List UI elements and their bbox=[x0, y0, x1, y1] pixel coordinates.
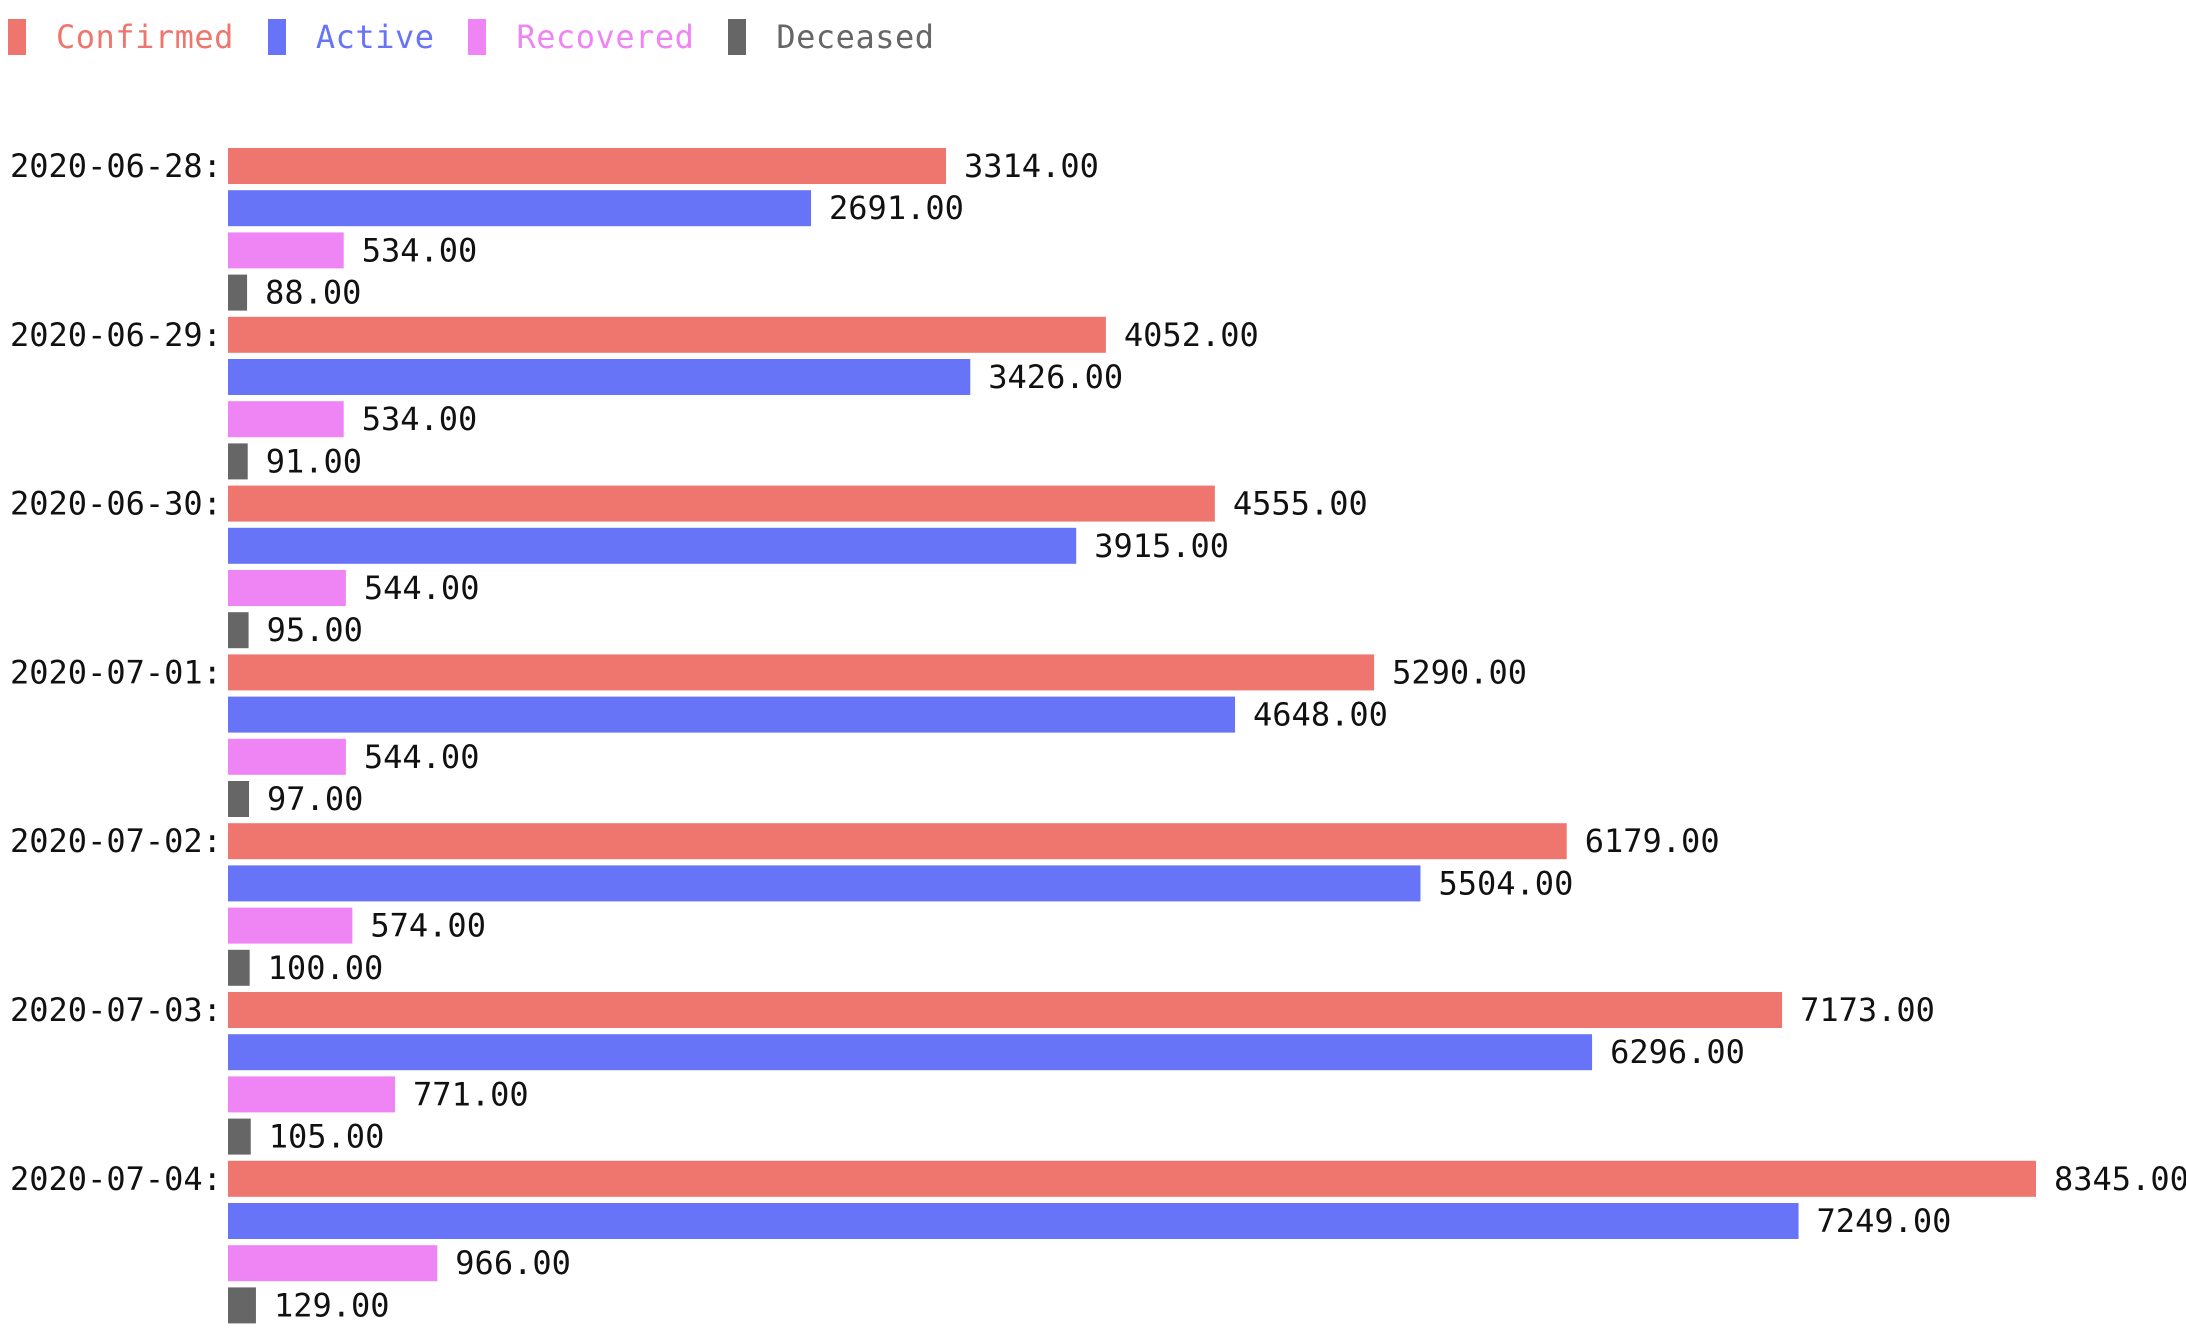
bar-recovered[interactable] bbox=[228, 570, 346, 606]
data-label-deceased: 129.00 bbox=[274, 1286, 390, 1324]
legend-swatch-confirmed bbox=[8, 19, 26, 55]
legend-swatch-active bbox=[267, 19, 286, 55]
bar-active[interactable] bbox=[228, 359, 971, 395]
bar-active[interactable] bbox=[228, 696, 1236, 733]
bar-recovered[interactable] bbox=[228, 907, 353, 944]
data-label-confirmed: 7173.00 bbox=[1800, 991, 1935, 1029]
data-label-recovered: 534.00 bbox=[362, 400, 478, 438]
bar-active[interactable] bbox=[228, 190, 812, 227]
bar-active[interactable] bbox=[228, 527, 1077, 564]
bar-active[interactable] bbox=[228, 1203, 1799, 1239]
bar-confirmed[interactable] bbox=[228, 654, 1375, 691]
category-label: 2020-07-04: bbox=[10, 1160, 222, 1198]
legend-label-deceased: Deceased bbox=[776, 18, 935, 56]
legend-item-confirmed[interactable]: Confirmed bbox=[8, 18, 234, 56]
data-label-confirmed: 3314.00 bbox=[964, 147, 1099, 185]
bar-confirmed[interactable] bbox=[228, 1160, 2036, 1197]
bar-confirmed[interactable] bbox=[228, 148, 947, 184]
category-label: 2020-06-30: bbox=[10, 485, 222, 523]
category-label: 2020-06-28: bbox=[10, 147, 222, 185]
bar-deceased[interactable] bbox=[228, 274, 248, 311]
category-label: 2020-07-01: bbox=[10, 653, 222, 691]
bar-recovered[interactable] bbox=[228, 1076, 396, 1113]
data-label-recovered: 771.00 bbox=[413, 1075, 529, 1113]
bar-deceased[interactable] bbox=[228, 1118, 251, 1155]
data-label-confirmed: 4052.00 bbox=[1124, 316, 1259, 354]
data-label-confirmed: 8345.00 bbox=[2054, 1160, 2186, 1198]
data-label-active: 3426.00 bbox=[988, 358, 1123, 396]
bar-confirmed[interactable] bbox=[228, 316, 1106, 353]
data-label-active: 4648.00 bbox=[1253, 696, 1388, 734]
bar-confirmed[interactable] bbox=[228, 823, 1567, 860]
bar-active[interactable] bbox=[228, 865, 1421, 902]
data-label-recovered: 544.00 bbox=[364, 569, 480, 607]
data-label-deceased: 105.00 bbox=[269, 1118, 385, 1156]
category-label: 2020-07-03: bbox=[10, 991, 222, 1029]
data-label-active: 5504.00 bbox=[1438, 864, 1573, 902]
data-label-deceased: 95.00 bbox=[267, 611, 363, 649]
legend-swatch-deceased bbox=[728, 19, 747, 55]
data-label-confirmed: 6179.00 bbox=[1585, 822, 1720, 860]
bar-recovered[interactable] bbox=[228, 401, 344, 438]
data-label-recovered: 574.00 bbox=[370, 907, 486, 945]
legend-item-deceased[interactable]: Deceased bbox=[728, 18, 934, 56]
bar-deceased[interactable] bbox=[228, 781, 250, 817]
legend-label-active: Active bbox=[315, 18, 435, 56]
data-label-deceased: 88.00 bbox=[265, 274, 361, 312]
legend-label-recovered: Recovered bbox=[516, 18, 695, 56]
data-label-deceased: 91.00 bbox=[266, 442, 362, 480]
bar-confirmed[interactable] bbox=[228, 992, 1783, 1028]
bar-deceased[interactable] bbox=[228, 949, 250, 986]
data-label-active: 2691.00 bbox=[829, 189, 964, 227]
bar-confirmed[interactable] bbox=[228, 485, 1215, 522]
bar-recovered[interactable] bbox=[228, 1245, 438, 1282]
category-label: 2020-06-29: bbox=[10, 316, 222, 354]
category-label: 2020-07-02: bbox=[10, 822, 222, 860]
data-label-recovered: 966.00 bbox=[455, 1244, 571, 1282]
bar-recovered[interactable] bbox=[228, 738, 346, 775]
legend-item-active[interactable]: Active bbox=[267, 18, 435, 56]
bar-active[interactable] bbox=[228, 1034, 1593, 1071]
data-label-active: 6296.00 bbox=[1610, 1033, 1745, 1071]
data-label-active: 3915.00 bbox=[1094, 527, 1229, 565]
bar-deceased[interactable] bbox=[228, 612, 249, 649]
legend-item-recovered[interactable]: Recovered bbox=[468, 18, 694, 56]
data-label-confirmed: 5290.00 bbox=[1392, 653, 1527, 691]
bar-deceased[interactable] bbox=[228, 1287, 256, 1324]
data-label-deceased: 97.00 bbox=[267, 780, 363, 818]
data-label-recovered: 544.00 bbox=[364, 738, 480, 776]
bar-deceased[interactable] bbox=[228, 443, 248, 480]
data-label-recovered: 534.00 bbox=[362, 231, 478, 269]
bar-recovered[interactable] bbox=[228, 232, 344, 269]
data-label-active: 7249.00 bbox=[1817, 1202, 1952, 1240]
data-label-deceased: 100.00 bbox=[268, 949, 384, 987]
legend-swatch-recovered bbox=[468, 19, 487, 55]
data-label-confirmed: 4555.00 bbox=[1233, 485, 1368, 523]
legend-label-confirmed: Confirmed bbox=[56, 18, 234, 56]
legend: Confirmed Active Recovered Deceased bbox=[8, 12, 969, 62]
